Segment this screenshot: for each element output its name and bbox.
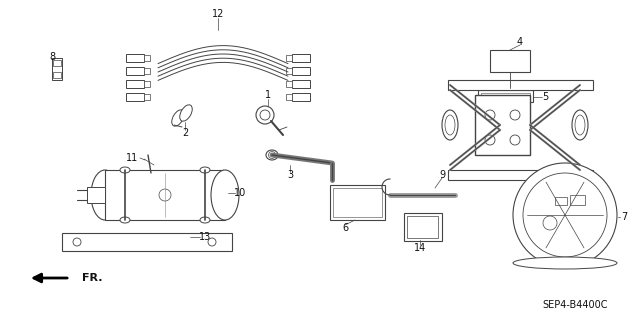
Bar [144,68,150,74]
Bar [448,170,593,180]
Bar [286,94,292,100]
Ellipse shape [120,167,130,173]
Text: 8: 8 [49,52,55,62]
Bar [126,54,144,62]
Bar [286,81,292,87]
Bar [126,67,144,75]
Text: 3: 3 [287,170,293,180]
Text: 11: 11 [125,153,138,163]
Ellipse shape [200,167,210,173]
Circle shape [159,189,171,201]
Circle shape [523,173,607,257]
Bar [53,60,61,66]
Circle shape [543,216,557,230]
Bar [333,188,382,217]
Ellipse shape [575,115,585,135]
Ellipse shape [120,217,130,223]
Text: FR.: FR. [82,273,102,283]
Ellipse shape [200,217,210,223]
Ellipse shape [172,110,184,126]
Bar [53,72,61,78]
Text: 4: 4 [517,37,523,47]
Text: 13: 13 [199,232,211,242]
Bar [478,90,533,102]
Bar [555,197,567,205]
Bar [105,170,225,220]
Circle shape [73,238,81,246]
Text: 1: 1 [265,90,271,100]
Circle shape [485,110,495,120]
Text: SEP4-B4400C: SEP4-B4400C [542,300,608,310]
Text: 5: 5 [542,92,548,102]
Bar [404,213,442,241]
Bar [490,50,530,72]
Circle shape [510,135,520,145]
Ellipse shape [442,110,458,140]
Bar [570,195,585,205]
Bar [292,54,310,62]
Bar [286,55,292,61]
Bar [126,80,144,88]
Ellipse shape [180,105,192,121]
Bar [407,216,438,238]
Text: 2: 2 [182,128,188,138]
Bar [144,81,150,87]
Bar [144,94,150,100]
Circle shape [260,110,270,120]
Ellipse shape [211,170,239,220]
Circle shape [256,106,274,124]
Bar [286,68,292,74]
Bar [292,80,310,88]
Bar [481,93,530,99]
Bar [126,93,144,101]
Bar [144,55,150,61]
Ellipse shape [513,257,617,269]
Text: 6: 6 [342,223,348,233]
Bar [292,93,310,101]
Text: 9: 9 [439,170,445,180]
Ellipse shape [572,110,588,140]
Bar [475,95,530,155]
Text: 7: 7 [621,212,627,222]
Bar [330,185,385,220]
Ellipse shape [266,150,278,160]
Text: 12: 12 [212,9,224,19]
Ellipse shape [445,115,455,135]
Bar [448,80,593,90]
Text: 14: 14 [414,243,426,253]
Circle shape [208,238,216,246]
Circle shape [513,163,617,267]
Ellipse shape [91,170,119,220]
Circle shape [485,135,495,145]
Bar [292,67,310,75]
Ellipse shape [269,152,275,159]
Text: 10: 10 [234,188,246,198]
Bar [52,58,62,80]
Bar [87,187,105,203]
Bar [62,233,232,251]
Circle shape [510,110,520,120]
